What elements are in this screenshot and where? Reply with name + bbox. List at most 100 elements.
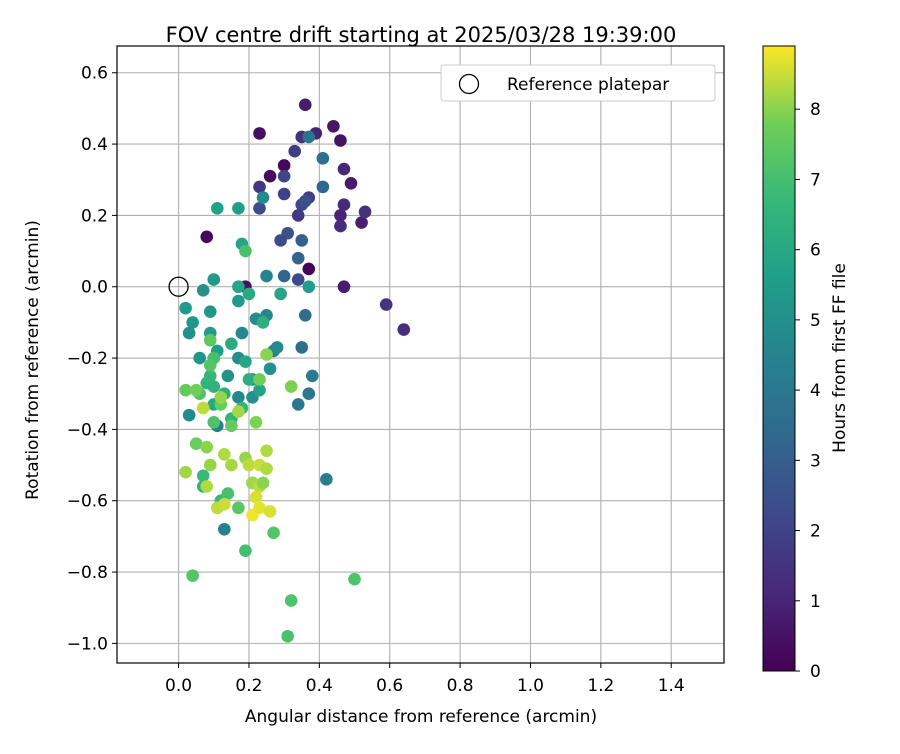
x-tick-label: 1.2 <box>587 676 614 696</box>
data-point <box>344 177 358 190</box>
data-point <box>291 273 305 286</box>
data-point <box>358 205 372 219</box>
data-point <box>218 522 231 536</box>
data-point <box>200 440 214 454</box>
data-point <box>348 572 361 586</box>
data-point <box>225 337 238 351</box>
data-point <box>218 497 231 511</box>
data-point <box>263 362 277 376</box>
legend-box <box>440 64 716 102</box>
data-point <box>235 326 249 340</box>
y-tick-label: −0.2 <box>67 349 108 369</box>
colorbar-tick-label: 3 <box>810 451 821 471</box>
data-point <box>355 216 368 229</box>
colorbar-tick-label: 2 <box>810 522 821 542</box>
data-point <box>291 251 305 265</box>
data-point <box>284 594 298 607</box>
data-point <box>218 448 231 461</box>
colorbar-tick-label: 0 <box>810 662 821 682</box>
data-point <box>179 465 192 479</box>
data-point <box>232 501 245 515</box>
y-tick-label: 0.0 <box>81 278 108 298</box>
data-point <box>253 373 266 386</box>
data-point <box>242 373 256 386</box>
x-tick-label: 1.4 <box>658 676 685 696</box>
data-point <box>186 569 199 582</box>
x-tick-label: 0.2 <box>235 676 262 696</box>
data-point <box>291 398 305 411</box>
data-point <box>239 244 252 258</box>
data-point <box>253 127 266 140</box>
legend-label: Reference platepar <box>507 75 669 95</box>
data-point <box>337 280 351 294</box>
y-tick-label: 0.6 <box>81 64 108 84</box>
colorbar-tick-label: 4 <box>810 381 821 401</box>
data-point <box>397 323 411 336</box>
data-point <box>284 380 298 393</box>
data-point <box>182 408 196 422</box>
data-point <box>260 269 273 283</box>
data-point <box>298 98 312 112</box>
y-tick-label: −1.0 <box>67 634 108 654</box>
colorbar-label: Hours from first FF file <box>830 263 850 453</box>
data-point <box>225 458 238 472</box>
data-point <box>334 219 347 233</box>
colorbar-tick-label: 5 <box>810 311 821 331</box>
data-point <box>288 144 302 158</box>
data-point <box>203 369 217 383</box>
reference-point <box>168 276 189 297</box>
data-point <box>298 308 312 322</box>
x-tick-label: 1.0 <box>517 676 544 696</box>
data-point <box>225 419 238 433</box>
data-point <box>203 333 217 347</box>
data-point <box>277 187 291 201</box>
data-point <box>316 152 330 165</box>
x-tick-label: 0.8 <box>447 676 474 696</box>
data-point <box>253 501 266 515</box>
data-point <box>277 269 291 283</box>
x-tick-label: 0.4 <box>306 676 333 696</box>
data-point <box>214 390 228 404</box>
data-point <box>281 629 294 643</box>
colorbar: 0 1 2 3 4 5 6 7 8 Hours from first FF file <box>762 45 850 682</box>
data-point <box>334 209 347 222</box>
data-point <box>182 326 196 340</box>
data-point <box>267 526 280 540</box>
data-point <box>249 415 263 429</box>
colorbar-tick-label: 7 <box>810 170 821 190</box>
data-point <box>270 341 284 354</box>
data-point <box>295 341 309 354</box>
y-tick-label: −0.4 <box>67 420 108 440</box>
data-point <box>295 234 309 247</box>
data-point <box>239 355 252 368</box>
data-point <box>200 230 214 244</box>
data-point <box>334 134 347 147</box>
data-point <box>274 287 287 301</box>
data-point <box>221 487 235 500</box>
data-point <box>203 358 217 372</box>
y-tick-label: −0.8 <box>67 563 108 583</box>
data-point <box>189 437 203 450</box>
data-point <box>277 169 291 183</box>
data-point <box>263 169 277 183</box>
data-point <box>337 198 351 212</box>
x-tick-label: 0.6 <box>376 676 403 696</box>
data-point <box>242 458 256 472</box>
data-point <box>210 201 224 215</box>
y-tick-label: 0.4 <box>81 135 108 155</box>
data-point <box>298 194 312 208</box>
colorbar-tick-label: 8 <box>810 100 821 120</box>
data-point <box>232 201 245 215</box>
legend-marker-icon <box>458 73 480 95</box>
data-point <box>196 284 210 297</box>
y-axis-ticks: 0.6 0.4 0.2 0.0 −0.2 −0.4 −0.6 −0.8 −1.0 <box>67 64 117 654</box>
data-point <box>253 383 266 397</box>
data-point <box>256 476 270 490</box>
x-axis-ticks: 0.0 0.2 0.4 0.6 0.8 1.0 1.2 1.4 <box>165 663 685 696</box>
y-tick-label: 0.2 <box>81 206 108 226</box>
data-point <box>320 473 333 486</box>
data-point <box>256 191 270 204</box>
data-point <box>277 159 291 172</box>
data-point <box>253 201 266 215</box>
